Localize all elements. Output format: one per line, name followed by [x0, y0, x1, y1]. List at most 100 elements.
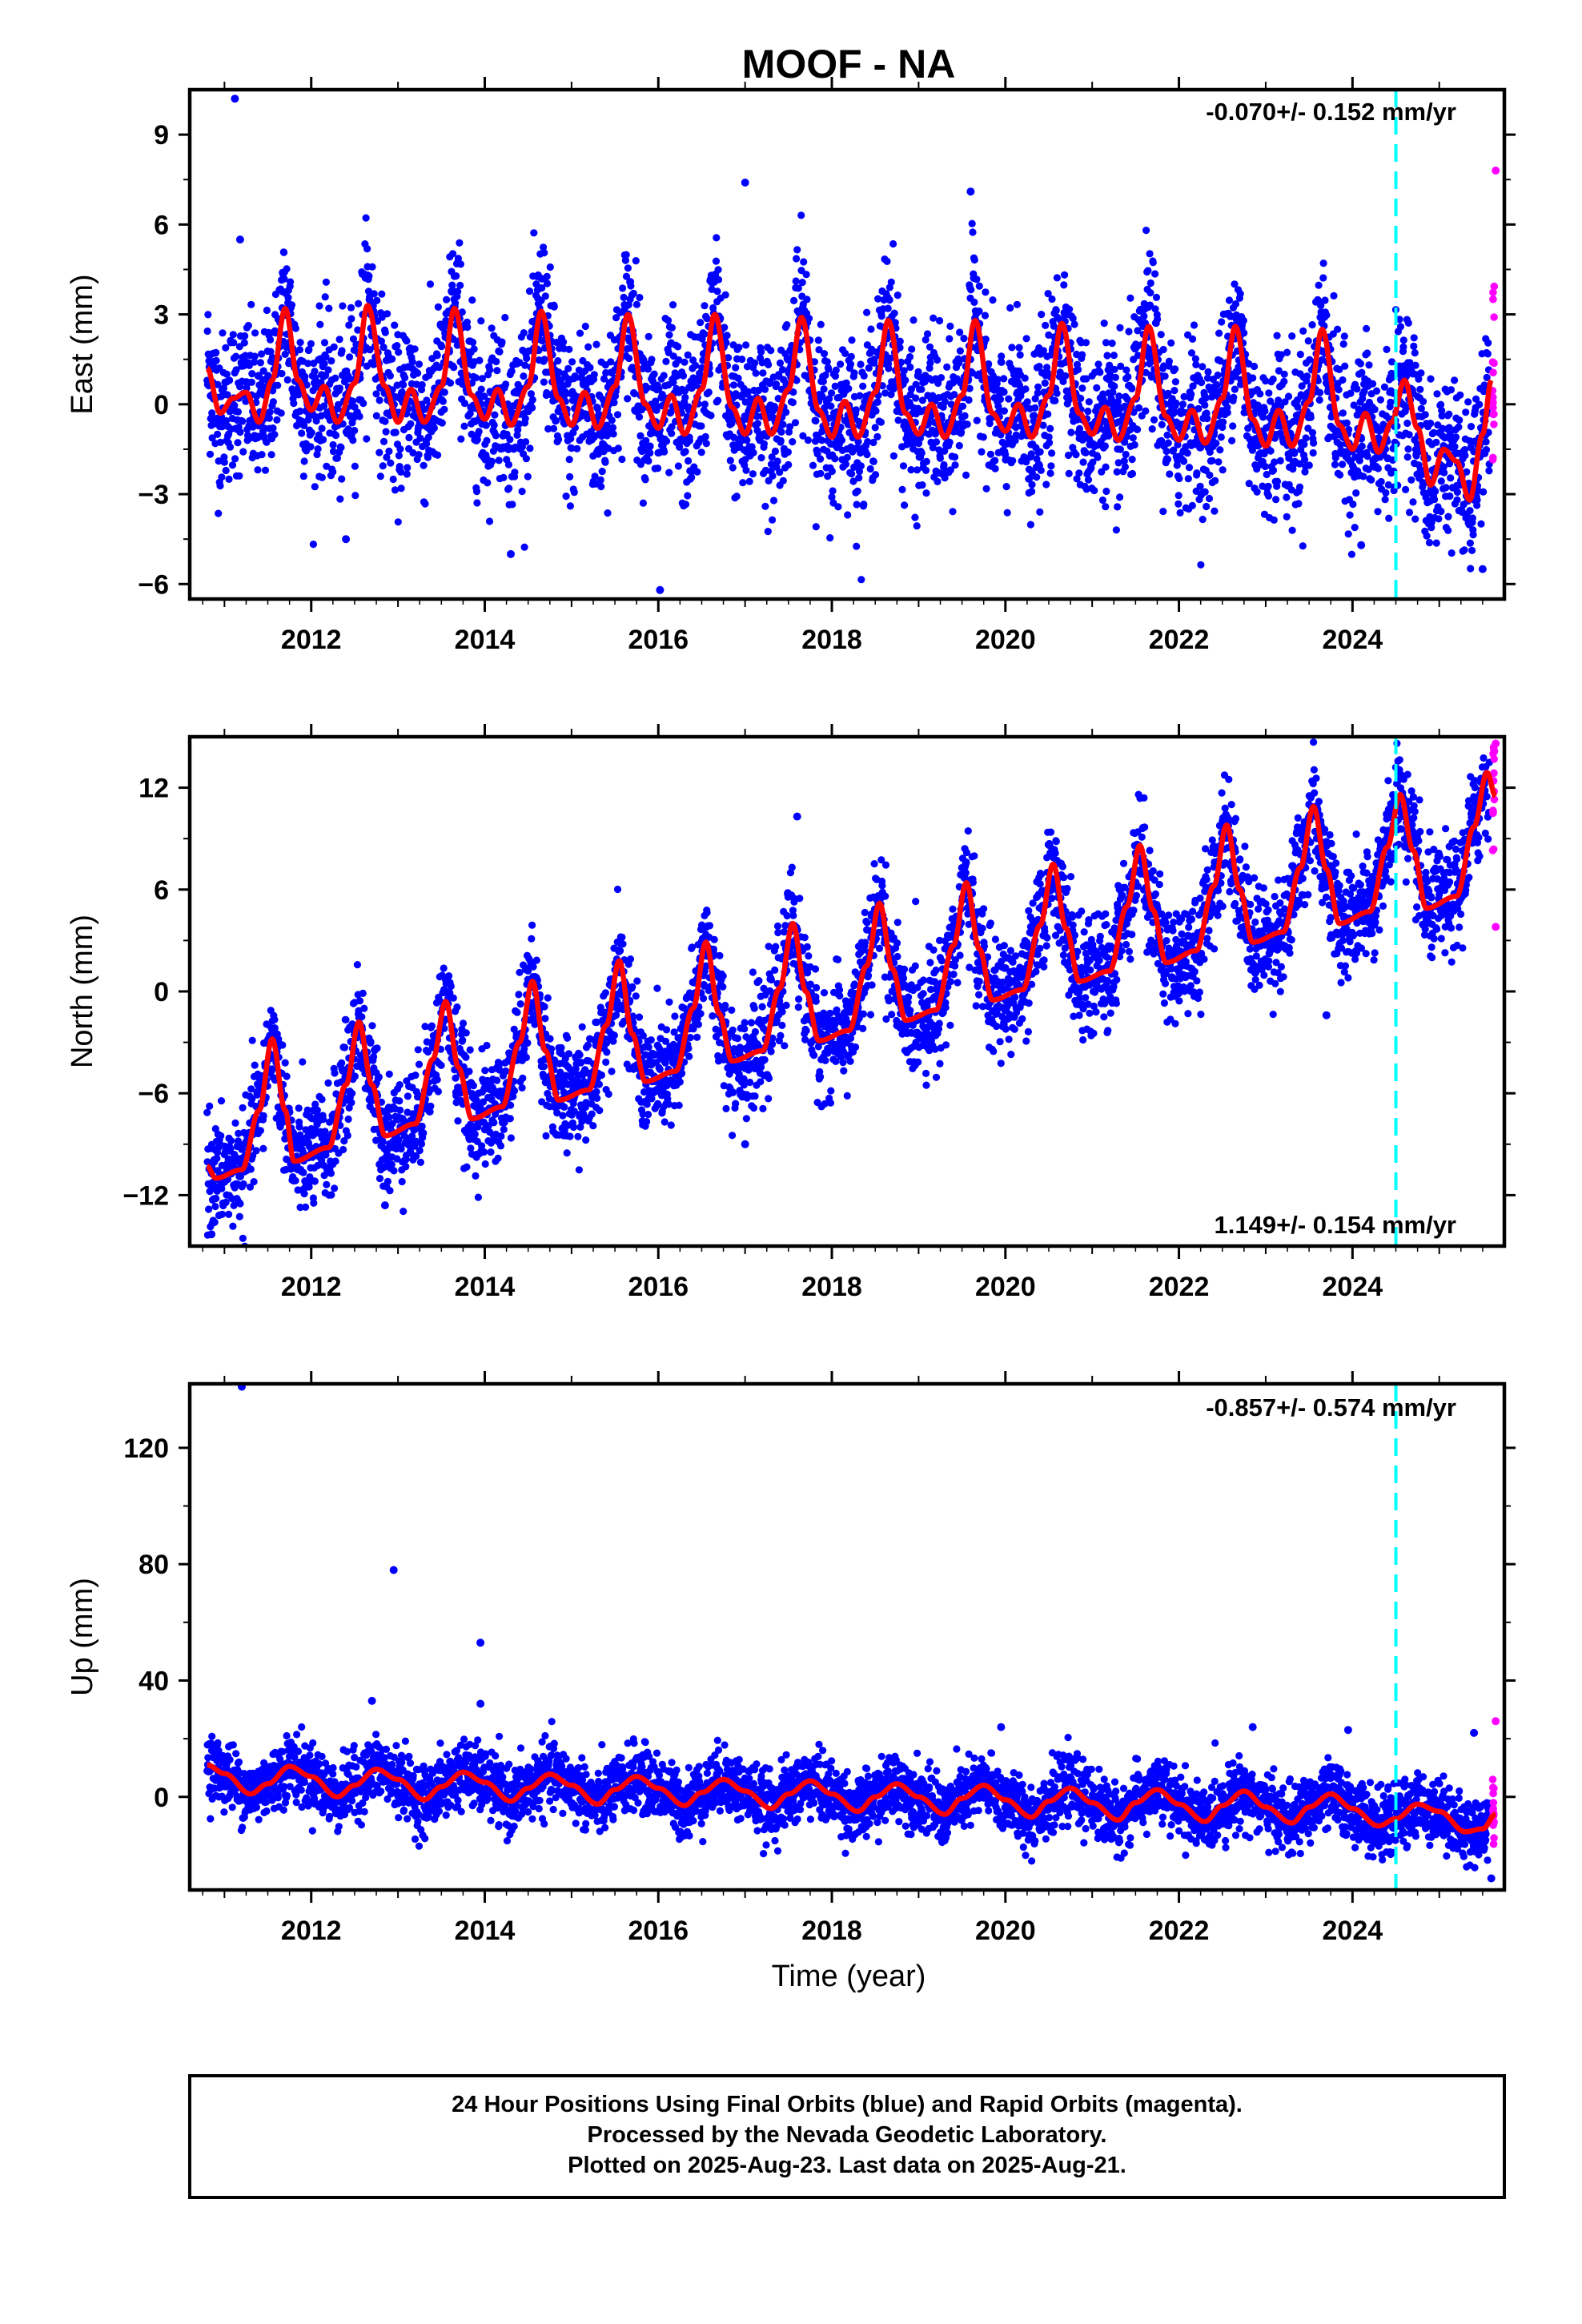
east-data-point — [1456, 416, 1464, 424]
north-data-point — [348, 1089, 356, 1097]
east-data-point — [729, 381, 738, 389]
east-data-point — [989, 296, 997, 304]
east-data-point — [1468, 546, 1476, 555]
east-data-point — [777, 428, 785, 436]
east-data-point — [867, 325, 875, 333]
east-data-point — [319, 436, 327, 444]
east-data-point — [917, 449, 926, 457]
east-outlier-point — [656, 585, 665, 594]
east-data-point — [1331, 460, 1339, 468]
east-data-point — [1130, 440, 1138, 449]
east-data-point — [592, 480, 600, 488]
east-data-point — [1427, 420, 1435, 428]
east-data-point — [1335, 386, 1343, 394]
east-data-point — [803, 296, 811, 304]
east-data-point — [776, 359, 785, 367]
east-data-point — [1336, 471, 1344, 479]
east-data-point — [570, 489, 578, 497]
east-data-point — [793, 255, 801, 263]
east-data-point — [520, 372, 528, 380]
north-data-point — [310, 1199, 318, 1207]
east-data-point — [416, 434, 424, 442]
east-data-point — [1467, 423, 1476, 431]
east-data-point — [433, 352, 441, 360]
east-data-point — [1218, 318, 1226, 326]
east-data-point — [576, 329, 584, 337]
east-data-point — [815, 346, 823, 354]
east-data-point — [266, 408, 274, 416]
east-data-point — [768, 453, 776, 461]
east-data-point — [714, 266, 722, 274]
east-data-point — [697, 319, 705, 327]
north-data-point — [299, 1168, 307, 1176]
east-data-point — [379, 462, 387, 470]
east-data-point — [1283, 493, 1291, 501]
east-data-point — [908, 345, 916, 353]
east-data-point — [1359, 472, 1367, 480]
east-x-tick-label: 2014 — [455, 625, 516, 655]
east-data-point — [1382, 489, 1390, 497]
north-data-point — [291, 1176, 299, 1184]
east-data-point — [448, 281, 456, 289]
east-data-point — [438, 419, 446, 427]
east-data-point — [1315, 396, 1323, 404]
east-data-point — [472, 488, 481, 496]
north-data-point — [331, 1157, 339, 1165]
east-outlier-point — [1478, 565, 1487, 573]
east-data-point — [973, 416, 981, 424]
east-data-point — [318, 424, 326, 432]
east-data-point — [591, 472, 599, 480]
east-data-point — [764, 528, 772, 536]
east-data-point — [443, 296, 451, 304]
east-data-point — [1037, 466, 1045, 475]
east-data-point — [311, 483, 319, 491]
east-data-point — [608, 416, 616, 424]
east-data-point — [1217, 433, 1225, 441]
east-data-point — [420, 461, 428, 469]
east-data-point — [1128, 469, 1137, 478]
east-data-point — [986, 450, 994, 458]
east-data-point — [622, 272, 631, 280]
east-data-point — [769, 516, 777, 524]
east-data-point — [624, 264, 632, 272]
east-data-point — [1251, 362, 1259, 371]
east-data-point — [1159, 345, 1167, 354]
east-data-point — [362, 214, 370, 222]
east-data-point — [1149, 259, 1157, 267]
east-data-point — [1193, 469, 1201, 477]
east-data-point — [386, 372, 394, 380]
east-data-point — [383, 453, 391, 461]
east-data-point — [355, 412, 363, 420]
east-data-point — [674, 343, 682, 351]
east-data-point — [1174, 500, 1182, 508]
east-data-point — [321, 293, 329, 301]
east-data-point — [655, 385, 663, 393]
east-data-point — [241, 332, 249, 340]
east-data-point — [1340, 332, 1348, 340]
east-data-point — [1021, 374, 1029, 382]
east-data-point — [819, 377, 827, 385]
east-data-point — [848, 336, 856, 344]
east-data-point — [1164, 439, 1172, 447]
east-data-point — [206, 450, 215, 458]
east-data-point — [760, 440, 769, 448]
east-final-orbit-points — [203, 94, 1500, 594]
east-data-point — [572, 373, 580, 381]
north-data-point — [231, 1119, 239, 1127]
east-data-point — [1299, 542, 1307, 550]
east-data-point — [454, 287, 462, 296]
east-data-point — [411, 345, 419, 353]
north-data-point — [256, 1127, 264, 1135]
east-data-point — [794, 284, 802, 292]
east-rapid-orbit-points — [1488, 282, 1499, 464]
east-data-point — [664, 316, 673, 324]
east-data-point — [287, 301, 296, 309]
east-data-point — [1042, 480, 1050, 489]
east-data-point — [884, 304, 892, 312]
north-data-point — [248, 1036, 256, 1044]
east-data-point — [1116, 324, 1124, 332]
east-data-point — [777, 436, 785, 445]
east-data-point — [958, 402, 967, 410]
east-data-point — [1196, 482, 1204, 490]
east-data-point — [385, 447, 393, 456]
